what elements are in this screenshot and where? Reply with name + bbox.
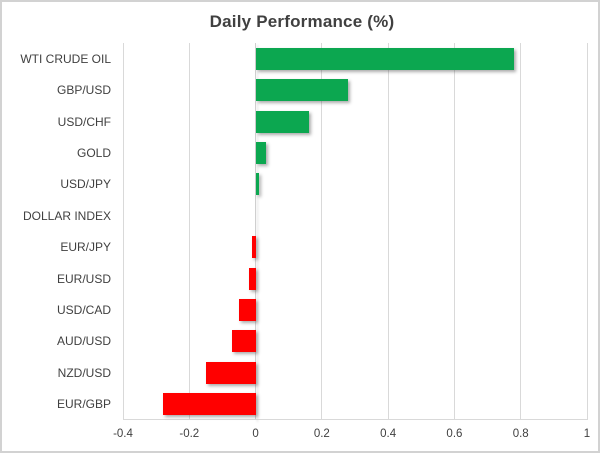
category-label-eur-gbp: EUR/GBP [56, 397, 111, 412]
gridline-x-1 [586, 43, 588, 420]
zero-axis-line [255, 43, 257, 420]
x-tick-label--0.2: -0.2 [179, 428, 200, 440]
bar-nzd-usd [205, 361, 256, 384]
category-label-usd-jpy: USD/JPY [60, 177, 111, 192]
category-label-eur-usd: EUR/USD [56, 271, 111, 286]
bar-aud-usd [232, 330, 256, 353]
bar-wti-crude-oil [255, 47, 515, 70]
gridline-x--0.4 [122, 43, 124, 420]
bar-gbp-usd [255, 79, 349, 102]
gridline-x-0.8 [520, 43, 522, 420]
x-tick-label-0: 0 [252, 428, 259, 440]
bar-usd-jpy [255, 173, 259, 196]
gridline-x--0.2 [188, 43, 190, 420]
chart-title: Daily Performance (%) [209, 12, 395, 31]
x-tick-label-1: 1 [583, 428, 591, 440]
category-label-usd-chf: USD/CHF [57, 114, 111, 129]
category-label-eur-jpy: EUR/JPY [60, 240, 111, 255]
x-tick-label-0.6: 0.6 [446, 428, 463, 440]
gridline-x-0.6 [453, 43, 455, 420]
category-label-nzd-usd: NZD/USD [57, 365, 111, 380]
x-axis-line [123, 419, 587, 420]
bar-eur-jpy [252, 236, 256, 259]
x-tick-label-0.4: 0.4 [380, 428, 397, 440]
gridline-x-0.2 [321, 43, 323, 420]
bar-eur-usd [248, 267, 256, 290]
bar-eur-gbp [162, 393, 256, 416]
category-label-usd-cad: USD/CAD [56, 303, 111, 318]
category-label-aud-usd: AUD/USD [56, 334, 111, 349]
category-label-wti-crude-oil: WTI CRUDE OIL [20, 51, 111, 66]
category-label-gbp-usd: GBP/USD [56, 83, 111, 98]
x-tick-label--0.4: -0.4 [113, 428, 133, 440]
category-label-gold: GOLD [76, 145, 111, 160]
x-tick-label-0.2: 0.2 [313, 428, 330, 440]
category-label-dollar-index: DOLLAR INDEX [22, 208, 111, 223]
gridline-x-0.4 [387, 43, 389, 420]
bar-gold [255, 141, 266, 164]
bar-usd-cad [239, 299, 256, 322]
plot-area [122, 43, 588, 420]
bar-usd-chf [255, 110, 309, 133]
x-tick-label-0.8: 0.8 [512, 428, 529, 440]
